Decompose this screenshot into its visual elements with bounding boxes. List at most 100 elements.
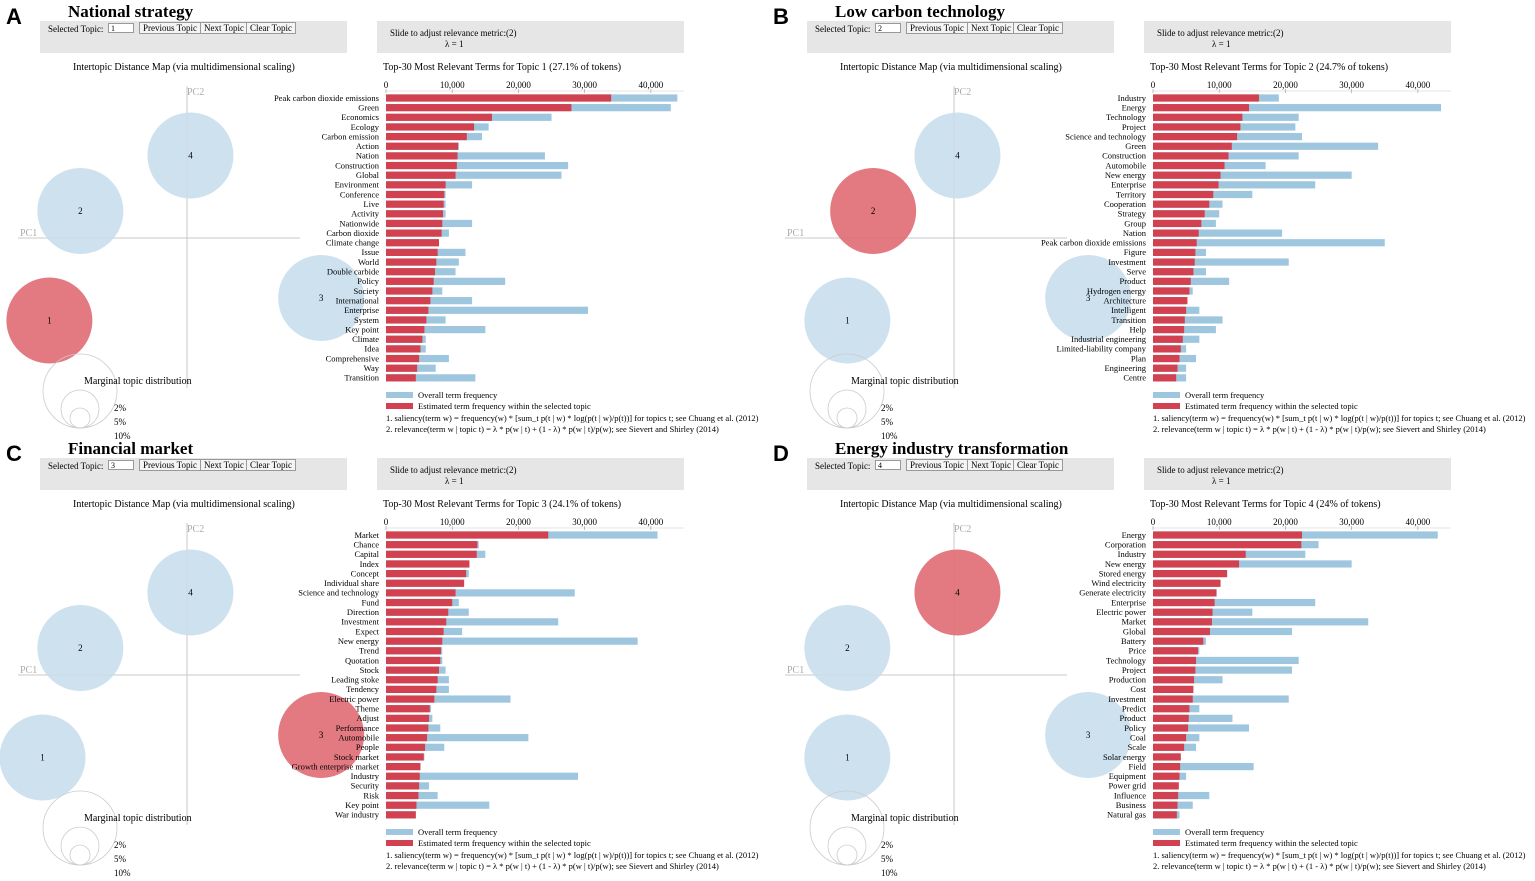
term-label: Double carbide xyxy=(327,267,379,277)
bar-overall xyxy=(386,618,559,626)
marginal-circle xyxy=(42,790,118,866)
bar-estimated xyxy=(1153,695,1193,703)
clear-topic-button[interactable]: Clear Topic xyxy=(246,459,296,471)
bar-estimated xyxy=(386,560,470,568)
term-label: Equipment xyxy=(1109,771,1147,781)
marginal-circle xyxy=(42,353,118,429)
term-label: Carbon emission xyxy=(322,131,380,141)
panel-c: 0.00.20.40.60.81.0PC1PC212342%5%10%010,0… xyxy=(0,437,767,877)
pc2-label: PC2 xyxy=(954,87,971,98)
term-label: Adjust xyxy=(356,713,379,723)
bar-x-tick-label: 0 xyxy=(384,80,389,90)
bar-estimated xyxy=(386,541,478,549)
pc2-label: PC2 xyxy=(954,524,971,535)
term-label: Automobile xyxy=(338,732,379,742)
topic-circle-label: 3 xyxy=(1086,730,1091,740)
bar-overall xyxy=(1153,326,1216,334)
bar-estimated xyxy=(386,589,456,597)
bar-estimated xyxy=(1153,142,1232,150)
bar-estimated xyxy=(386,248,438,256)
estimated-frequency-swatch xyxy=(1153,403,1180,409)
term-label: Way xyxy=(364,363,380,373)
clear-topic-button[interactable]: Clear Topic xyxy=(1013,22,1063,34)
topic-circle xyxy=(1045,692,1132,778)
overall-frequency-swatch xyxy=(386,392,413,398)
next-topic-button[interactable]: Next Topic xyxy=(200,459,248,471)
bar-estimated xyxy=(386,570,467,578)
panel-letter: B xyxy=(773,4,789,29)
relevance-note: 2. relevance(term w | topic t) = λ * p(w… xyxy=(386,861,719,871)
clear-topic-button[interactable]: Clear Topic xyxy=(246,22,296,34)
bar-estimated xyxy=(1153,268,1194,276)
topic-circle-label: 4 xyxy=(188,151,193,161)
previous-topic-button[interactable]: Previous Topic xyxy=(139,459,201,471)
bar-estimated xyxy=(386,772,420,780)
term-label: Capital xyxy=(354,549,379,559)
bar-estimated xyxy=(386,811,416,819)
bar-x-tick-label: 0 xyxy=(1151,517,1156,527)
bar-estimated xyxy=(1153,685,1194,693)
next-topic-button[interactable]: Next Topic xyxy=(967,459,1015,471)
lambda-label: λ = 1 xyxy=(1212,476,1231,486)
clear-topic-button[interactable]: Clear Topic xyxy=(1013,459,1063,471)
term-label: Enterprise xyxy=(1111,597,1146,607)
term-label: Concept xyxy=(351,568,380,578)
topic-controls: Selected Topic: 2 Previous Topic Next To… xyxy=(807,21,1114,53)
previous-topic-button[interactable]: Previous Topic xyxy=(906,22,968,34)
bar-estimated xyxy=(1153,239,1197,247)
bar-estimated xyxy=(386,695,435,703)
pc1-label: PC1 xyxy=(787,228,804,239)
term-label: Wind electricity xyxy=(1091,578,1146,588)
marginal-circle xyxy=(827,826,867,866)
term-label: Growth enterprise market xyxy=(292,761,380,771)
bar-estimated xyxy=(386,316,427,324)
bar-estimated xyxy=(386,133,467,141)
panel-letter: A xyxy=(6,4,22,29)
previous-topic-button[interactable]: Previous Topic xyxy=(906,459,968,471)
bar-estimated xyxy=(386,354,420,363)
next-topic-button[interactable]: Next Topic xyxy=(200,22,248,34)
bar-overall xyxy=(1153,598,1316,607)
selected-topic-input[interactable]: 3 xyxy=(108,460,134,470)
bar-x-tick-label: 40,000 xyxy=(1406,517,1431,527)
term-label: Global xyxy=(356,170,380,180)
bar-estimated xyxy=(1153,316,1185,324)
intertopic-map-title: Intertopic Distance Map (via multidimens… xyxy=(840,62,1062,73)
bar-estimated xyxy=(1153,627,1210,636)
bar-estimated xyxy=(1153,598,1215,607)
bar-estimated xyxy=(1153,782,1179,790)
bar-estimated xyxy=(386,734,428,742)
term-label: Architecture xyxy=(1104,295,1147,305)
legend-overall-label: Overall term frequency xyxy=(418,827,498,837)
bar-overall xyxy=(1153,560,1352,568)
bar-estimated xyxy=(1153,104,1250,112)
term-label: Issue xyxy=(362,247,380,257)
bar-chart-title: Top-30 Most Relevant Terms for Topic 3 (… xyxy=(383,499,622,510)
next-topic-button[interactable]: Next Topic xyxy=(967,22,1015,34)
bar-estimated xyxy=(1153,608,1213,616)
term-label: Tendency xyxy=(346,684,380,694)
selected-topic-input[interactable]: 1 xyxy=(108,23,134,33)
bar-overall xyxy=(1153,229,1283,237)
marginal-pct-label: 10% xyxy=(881,868,898,877)
bar-estimated xyxy=(1153,743,1185,751)
topic-circle-label: 1 xyxy=(845,316,850,326)
selected-topic-label: Selected Topic: xyxy=(48,461,104,471)
legend-estimated-label: Estimated term frequency within the sele… xyxy=(1185,838,1358,848)
term-label: Production xyxy=(1109,675,1147,685)
selected-topic-input[interactable]: 2 xyxy=(875,23,901,33)
relevance-slider-box: Slide to adjust relevance metric:(2) λ =… xyxy=(1144,458,1451,490)
selected-topic-input[interactable]: 4 xyxy=(875,460,901,470)
marginal-pct-label: 10% xyxy=(114,431,131,440)
previous-topic-button[interactable]: Previous Topic xyxy=(139,22,201,34)
term-label: Green xyxy=(358,102,380,112)
term-label: Industry xyxy=(1118,549,1147,559)
term-label: Science and technology xyxy=(1065,131,1146,141)
bar-estimated xyxy=(1153,345,1181,353)
topic-circle-label: 4 xyxy=(188,588,193,598)
bar-overall xyxy=(386,326,486,334)
bar-chart-title: Top-30 Most Relevant Terms for Topic 1 (… xyxy=(383,62,622,73)
bar-overall xyxy=(1153,239,1385,247)
term-label: Limited-liability company xyxy=(1057,344,1147,354)
legend-estimated-label: Estimated term frequency within the sele… xyxy=(418,838,591,848)
